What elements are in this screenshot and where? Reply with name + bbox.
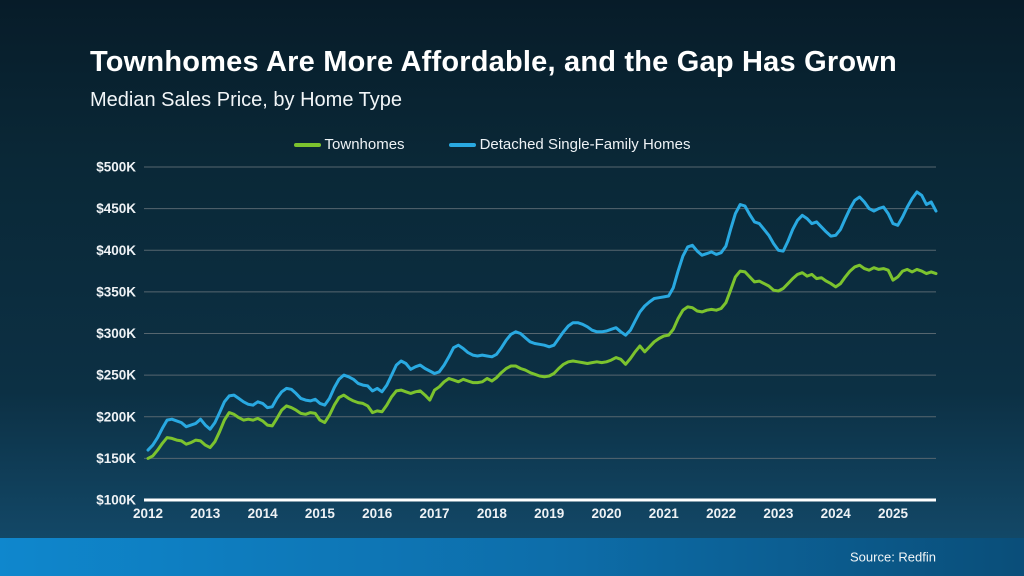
bottom-bar: Source: Redfin: [0, 538, 1024, 576]
svg-text:2013: 2013: [190, 506, 221, 521]
svg-text:$150K: $150K: [96, 451, 136, 466]
svg-text:2021: 2021: [649, 506, 680, 521]
svg-text:2020: 2020: [591, 506, 621, 521]
legend-label-detached: Detached Single-Family Homes: [479, 136, 691, 153]
price-chart: $100K $150K $200K $250K $300K $350K $400K $450K…: [90, 132, 1000, 537]
svg-text:$100K: $100K: [96, 493, 136, 508]
page-title: Townhomes Are More Affordable, and the G…: [90, 46, 897, 78]
svg-text:2016: 2016: [362, 506, 393, 521]
svg-text:2022: 2022: [706, 506, 736, 521]
svg-text:$300K: $300K: [96, 326, 136, 341]
townhomes-line-swatch-icon: [293, 142, 321, 147]
detached-line-swatch-icon: [448, 142, 476, 147]
chart-svg: $100K $150K $200K $250K $300K $350K $400K $450K…: [96, 160, 938, 521]
svg-text:2023: 2023: [763, 506, 794, 521]
svg-text:2014: 2014: [248, 506, 279, 521]
chart-legend: Townhomes Detached Single-Family Homes: [0, 136, 1004, 153]
source-attribution: Source: Redfin: [850, 549, 936, 565]
svg-text:2024: 2024: [821, 506, 852, 521]
svg-text:$200K: $200K: [96, 409, 136, 424]
svg-text:$450K: $450K: [96, 201, 136, 216]
svg-text:2012: 2012: [133, 506, 163, 521]
svg-text:2015: 2015: [305, 506, 336, 521]
svg-text:$350K: $350K: [96, 284, 136, 299]
svg-text:2017: 2017: [419, 506, 449, 521]
legend-item-townhomes: Townhomes: [293, 136, 405, 153]
svg-text:2018: 2018: [477, 506, 508, 521]
page-subtitle: Median Sales Price, by Home Type: [90, 89, 403, 111]
svg-text:$400K: $400K: [96, 243, 136, 258]
legend-label-townhomes: Townhomes: [324, 136, 405, 153]
svg-text:2025: 2025: [878, 506, 909, 521]
svg-text:$500K: $500K: [96, 160, 136, 175]
svg-text:2019: 2019: [534, 506, 564, 521]
svg-text:$250K: $250K: [96, 368, 136, 383]
legend-item-detached: Detached Single-Family Homes: [448, 136, 691, 153]
